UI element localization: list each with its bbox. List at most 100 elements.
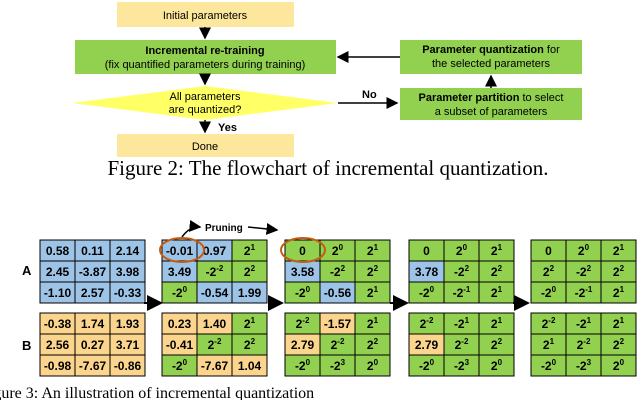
matrix-cell-value: 0.97 (203, 244, 227, 258)
matrix-cell-value: 0 (545, 244, 552, 258)
matrix-cell-value: -20 (295, 285, 311, 300)
matrix-cell-value: -20 (172, 358, 188, 373)
row-label-a: A (22, 263, 32, 278)
matrix-cell-value: -0.33 (114, 286, 142, 300)
matrix-cell-value: -22 (330, 264, 346, 279)
matrix-cell-value: 21 (367, 285, 379, 300)
partition-box (400, 88, 582, 120)
quantization-rest: for (544, 44, 560, 56)
yes-label: Yes (218, 122, 237, 134)
matrix-cell-value: -3.87 (79, 265, 107, 279)
decision-line1: All parameters (170, 91, 241, 103)
matrix-cell-value: 2-2 (208, 337, 222, 352)
matrix-cell-value: 22 (491, 264, 503, 279)
matrices-group: 0.58 0.11 2.14 2.45 -3.87 3.98 -1.10 2.57 -0.33 -… (39, 239, 637, 377)
decision-diamond (72, 86, 338, 120)
decision-line2: are quantized? (169, 104, 242, 116)
matrix-cell-value: 3.78 (415, 265, 439, 279)
matrix-cell-value: -7.67 (201, 359, 229, 373)
matrix-cell-value: 0.23 (168, 317, 192, 331)
matrix-cell (231, 281, 268, 304)
pruning-ring-1 (159, 237, 205, 263)
matrix-cell (109, 354, 146, 377)
matrix-cell-value: 0.27 (81, 338, 105, 352)
matrix-cell-value: -21 (576, 316, 592, 331)
retraining-title: Incremental re-training (145, 45, 264, 57)
matrix-cell-value: 20 (367, 358, 379, 373)
matrix-cell-value: -20 (541, 358, 557, 373)
matrix-cell-value: 21 (367, 243, 379, 258)
matrix-cell-value: -2-1 (453, 285, 471, 300)
figure-caption: Figure 2: The flowchart of incremental q… (107, 156, 548, 180)
quantization-box (400, 40, 582, 74)
matrix-cell-value: -0.98 (44, 359, 72, 373)
matrix-cell-value: 1.99 (238, 286, 262, 300)
matrix-cell-value: -0.86 (114, 359, 142, 373)
matrix-cell (478, 281, 515, 304)
pruning-label: Pruning (205, 223, 243, 234)
matrix-cell-value: -21 (454, 316, 470, 331)
partition-rest: to select (519, 92, 563, 104)
matrix-cell-value: 2-2 (420, 316, 434, 331)
matrix-cell-value: -2-1 (575, 285, 593, 300)
matrix-cell-value: 22 (613, 264, 625, 279)
matrix-cell-value: 1.93 (116, 317, 140, 331)
no-label: No (362, 89, 377, 101)
matrix-cell-value: -0.01 (166, 244, 194, 258)
matrix-cell-value: 22 (367, 264, 379, 279)
matrix-cell-value: 21 (613, 285, 625, 300)
matrix-cell-value: 20 (613, 358, 625, 373)
pruning-arrow-right (247, 222, 279, 235)
matrix-cell-value: -0.56 (324, 286, 352, 300)
matrix-cell (478, 354, 515, 377)
matrix-cell-value: -0.41 (166, 338, 194, 352)
matrix-cell-value: 20 (332, 243, 344, 258)
retraining-subtitle: (fix quantified parameters during traini… (105, 59, 306, 71)
matrix-cell-value: 0.58 (46, 244, 70, 258)
matrix-cell-value: -22 (454, 264, 470, 279)
matrix-cell-value: -20 (419, 358, 435, 373)
matrix-cell (354, 354, 391, 377)
matrix-cell-value: -20 (541, 285, 557, 300)
matrix-cell-value: 22 (244, 337, 256, 352)
matrix-cell-value: 2.45 (46, 265, 70, 279)
matrix-cell-value: -0.54 (201, 286, 229, 300)
partition-bold: Parameter partition (419, 92, 520, 104)
done-box (117, 134, 294, 157)
matrix-cell-value: 2.56 (46, 338, 70, 352)
matrix-cell-value: 21 (244, 243, 256, 258)
matrix-cell-value: 0.11 (81, 244, 104, 258)
quantization-line1: Parameter quantization for (422, 44, 560, 56)
matrix-cell-value: -1.57 (324, 317, 352, 331)
quantization-line2: the selected parameters (432, 58, 551, 70)
matrix-cell-value: 21 (613, 243, 625, 258)
matrix-cell-value: 22 (543, 264, 555, 279)
matrix-cell-value: 0 (423, 244, 430, 258)
matrix-cell-value: 2.79 (415, 338, 439, 352)
matrix-cell-value: -23 (576, 358, 592, 373)
matrix-cell-value: 20 (456, 243, 468, 258)
matrix-cell-value: 3.71 (116, 338, 140, 352)
retraining-box (75, 40, 336, 74)
matrix-cell-value: 2.79 (291, 338, 315, 352)
matrix-cell (600, 354, 637, 377)
matrix-cell-value: -2-2 (206, 264, 224, 279)
initial-parameters-label: Initial parameters (163, 10, 248, 22)
matrix-cell-value: 21 (613, 316, 625, 331)
matrix-cell-value: 3.49 (168, 265, 192, 279)
matrix-cell-value: 21 (367, 316, 379, 331)
matrix-cell-value: 21 (244, 316, 256, 331)
matrix-cell (109, 281, 146, 304)
matrix-cell-value: 1.74 (81, 317, 105, 331)
matrix-cell-value: 22 (244, 264, 256, 279)
matrix-cell-value: 21 (491, 285, 503, 300)
partition-line2: a subset of parameters (435, 106, 548, 118)
matrix-cell-value: 3.98 (116, 265, 140, 279)
matrix-cell-value: 2-2 (455, 337, 469, 352)
matrix-cell-value: 22 (491, 337, 503, 352)
matrix-cell-value: 2-2 (331, 337, 345, 352)
matrix-cell-value: 1.40 (203, 317, 227, 331)
matrix-cell-value: -20 (295, 358, 311, 373)
pruning-ring-2 (280, 237, 326, 263)
initial-parameters-box (117, 2, 294, 27)
